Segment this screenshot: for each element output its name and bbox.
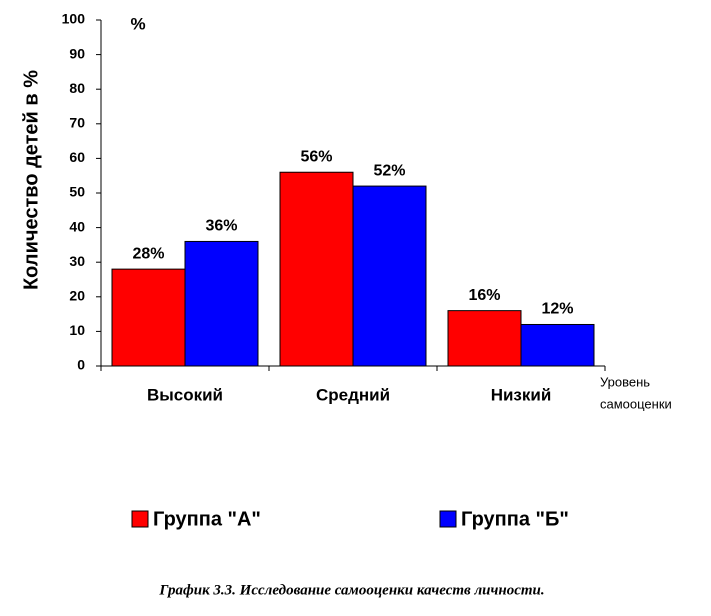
x-axis-label: Уровень (600, 374, 650, 389)
bar (184, 240, 259, 367)
x-tick-label: Низкий (491, 385, 552, 404)
y-tick-label: 100 (62, 11, 86, 27)
caption: График 3.3. Исследование самооценки каче… (158, 582, 544, 598)
value-label: 12% (541, 301, 573, 318)
value-label: 56% (300, 148, 332, 165)
y-tick-label: 50 (69, 184, 85, 200)
x-tick-label: Высокий (147, 385, 223, 404)
y-tick-label: 90 (69, 45, 85, 61)
y-tick-label: 70 (69, 115, 85, 131)
unit-label: % (130, 14, 145, 33)
bar (447, 310, 522, 367)
y-axis-label: Количество детей в % (20, 70, 42, 290)
bar (111, 268, 186, 367)
x-axis-label: самооценки (600, 396, 672, 411)
legend-label: Группа "А" (153, 508, 261, 530)
legend-label: Группа "Б" (461, 508, 569, 530)
x-tick-label: Средний (316, 385, 390, 404)
value-label: 16% (468, 287, 500, 304)
value-label: 28% (132, 245, 164, 262)
y-tick-label: 60 (69, 149, 85, 165)
y-tick-label: 30 (69, 253, 85, 269)
y-tick-label: 40 (69, 218, 85, 234)
bar (520, 323, 595, 367)
value-label: 36% (205, 218, 237, 235)
y-tick-label: 10 (69, 322, 85, 338)
value-label: 52% (373, 162, 405, 179)
bar (352, 185, 427, 367)
y-tick-label: 0 (77, 357, 85, 373)
y-tick-label: 80 (69, 80, 85, 96)
y-tick-label: 20 (69, 288, 85, 304)
legend-swatch (439, 510, 457, 528)
bar (279, 171, 354, 367)
legend-swatch (131, 510, 149, 528)
